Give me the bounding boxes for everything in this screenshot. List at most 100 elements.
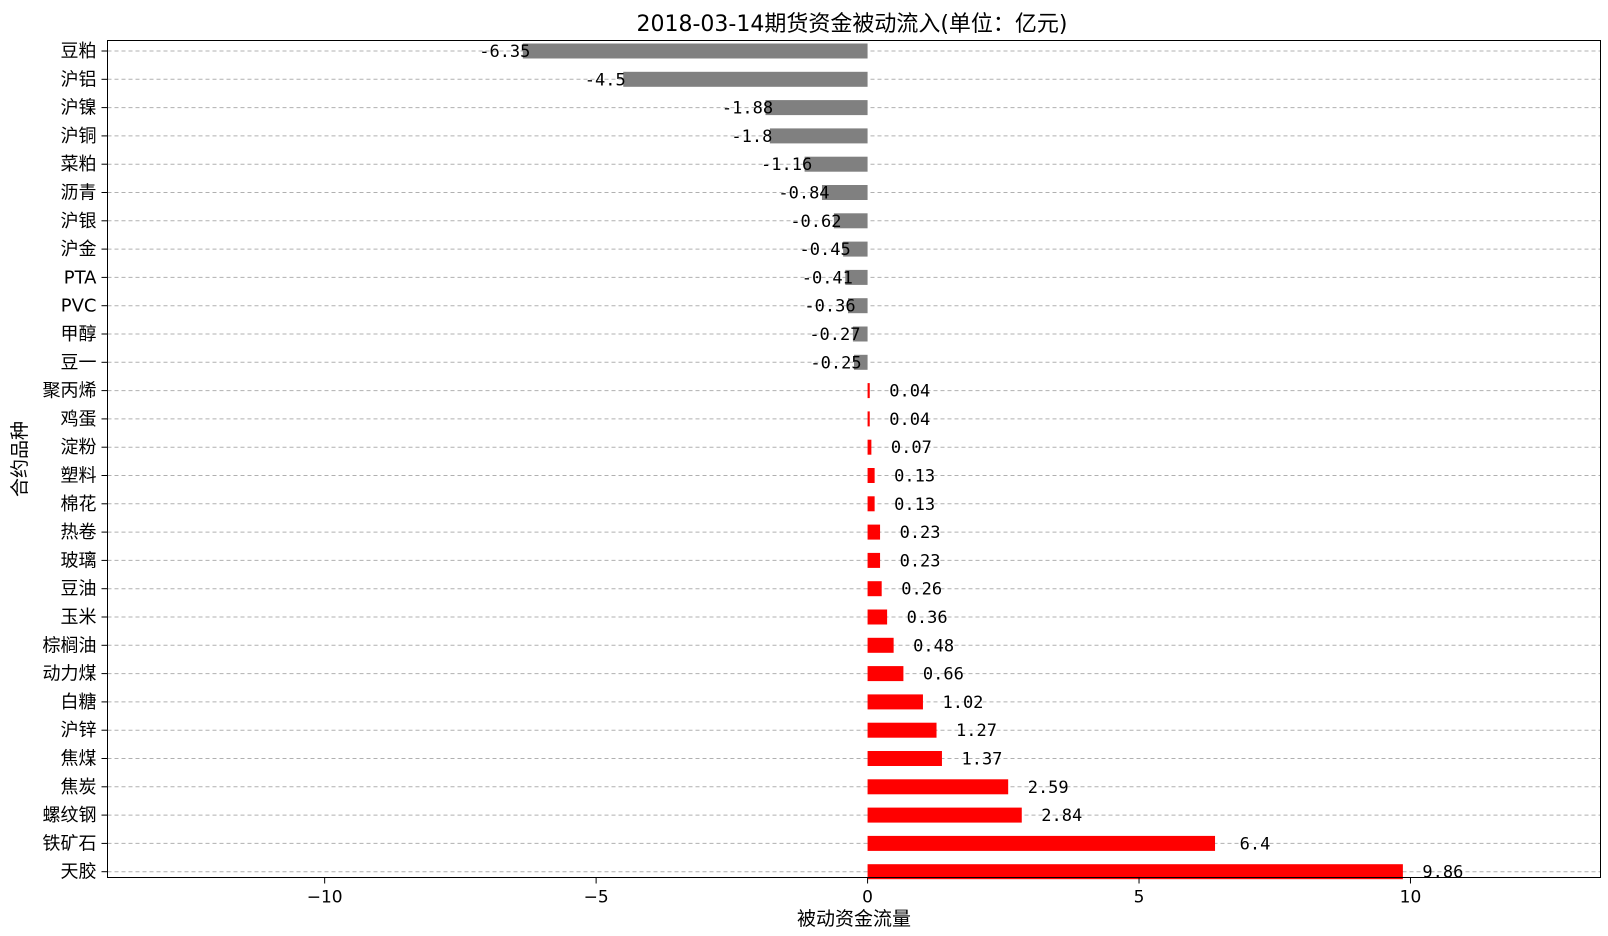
bar	[821, 185, 868, 200]
data-label: -0.25	[810, 353, 861, 373]
bar	[804, 156, 868, 172]
bar	[867, 722, 937, 738]
bar	[867, 439, 872, 455]
category-label: 玻璃	[61, 550, 97, 571]
data-label: -0.36	[804, 297, 855, 317]
data-label: 1.02	[942, 693, 983, 713]
x-tick-label: 5	[1134, 888, 1145, 908]
x-tick-label: −5	[584, 888, 609, 908]
category-label: 玉米	[61, 607, 97, 628]
bar	[852, 326, 868, 342]
grid-lines	[107, 50, 1601, 873]
category-label: 菜粕	[61, 154, 97, 175]
data-label: 9.86	[1422, 863, 1463, 883]
bar	[867, 468, 875, 483]
category-label: 鸡蛋	[61, 409, 97, 430]
data-label: 2.84	[1041, 806, 1082, 826]
category-label: 焦煤	[61, 749, 97, 770]
data-label: 1.37	[961, 750, 1002, 770]
data-label: -1.16	[761, 155, 812, 175]
category-label: 天胶	[61, 862, 97, 883]
data-label: 1.27	[956, 721, 997, 741]
data-label: -1.8	[731, 127, 772, 147]
bar	[843, 241, 868, 257]
chart-title: 2018-03-14期货资金被动流入(单位：亿元)	[636, 12, 1067, 37]
data-label: -0.27	[809, 325, 860, 345]
category-label: PTA	[64, 267, 97, 288]
bar	[867, 864, 1403, 880]
x-axis-ticks: −10 −5 0 5 10	[307, 877, 1422, 908]
bar	[867, 835, 1216, 851]
bars	[522, 43, 1403, 880]
category-label: 豆粕	[61, 41, 97, 62]
bar	[765, 100, 868, 116]
bar	[867, 581, 882, 597]
category-label: 豆油	[61, 579, 97, 600]
category-label: 甲醇	[61, 324, 97, 345]
category-label: 焦炭	[61, 777, 97, 798]
bar	[845, 269, 868, 285]
category-label: 沪银	[61, 211, 97, 232]
data-label: -6.35	[479, 42, 530, 62]
category-label: 螺纹钢	[43, 805, 97, 826]
x-tick-label: 10	[1400, 888, 1422, 908]
y-axis-label: 合约品种	[9, 421, 31, 497]
data-label: -0.41	[802, 268, 853, 288]
category-label: 白糖	[61, 692, 97, 713]
data-label: 0.36	[907, 608, 948, 628]
category-label: 沪锌	[61, 720, 97, 741]
bar	[867, 383, 870, 399]
bar	[867, 751, 942, 766]
data-label: 0.13	[894, 495, 935, 515]
bar	[833, 213, 868, 229]
data-label: -4.5	[585, 70, 626, 90]
x-axis-label: 被动资金流量	[797, 908, 911, 930]
data-label: 0.23	[900, 551, 941, 571]
bar	[867, 609, 888, 625]
data-label: -0.45	[800, 240, 851, 260]
data-label: 0.04	[889, 382, 930, 402]
data-label: 0.13	[894, 467, 935, 487]
bar	[623, 71, 868, 87]
category-label: 沥青	[61, 183, 97, 204]
category-label: 沪铜	[61, 126, 97, 147]
category-label: 塑料	[61, 466, 97, 487]
category-label: 豆一	[61, 352, 97, 373]
data-label: 0.48	[913, 636, 954, 656]
category-label: 沪镍	[61, 98, 97, 119]
bar	[867, 552, 881, 568]
category-label: 热卷	[61, 522, 97, 543]
bar	[867, 807, 1022, 823]
category-label: 棉花	[61, 494, 97, 515]
plot-frame	[107, 40, 1601, 878]
data-label: 0.66	[923, 665, 964, 685]
x-tick-label: 0	[862, 888, 873, 908]
bar	[854, 354, 868, 370]
data-label: -1.88	[722, 99, 773, 119]
data-label: 0.23	[900, 523, 941, 543]
category-label: 铁矿石	[43, 833, 97, 854]
bar	[867, 666, 904, 682]
data-labels: -6.35 -4.5 -1.88 -1.8 -1.16 -0.84 -0.62 -0.45 -0…	[479, 42, 1463, 883]
bar	[848, 298, 868, 314]
bar	[867, 496, 875, 512]
data-label: 0.07	[891, 438, 932, 458]
bar	[867, 694, 923, 710]
category-label: 沪金	[61, 239, 97, 260]
bar	[867, 411, 870, 427]
data-label: 0.26	[901, 580, 942, 600]
data-label: 0.04	[889, 410, 930, 430]
bar	[522, 43, 868, 59]
category-label: 淀粉	[61, 437, 97, 458]
category-label: 棕榈油	[43, 635, 97, 656]
x-tick-label: −10	[307, 888, 343, 908]
data-label: 2.59	[1028, 778, 1069, 798]
category-label: 聚丙烯	[43, 381, 97, 402]
data-label: -0.84	[778, 184, 829, 204]
category-label: 动力煤	[43, 664, 97, 685]
category-label: PVC	[61, 296, 97, 317]
data-label: -0.62	[790, 212, 841, 232]
data-label: 6.4	[1240, 834, 1271, 854]
